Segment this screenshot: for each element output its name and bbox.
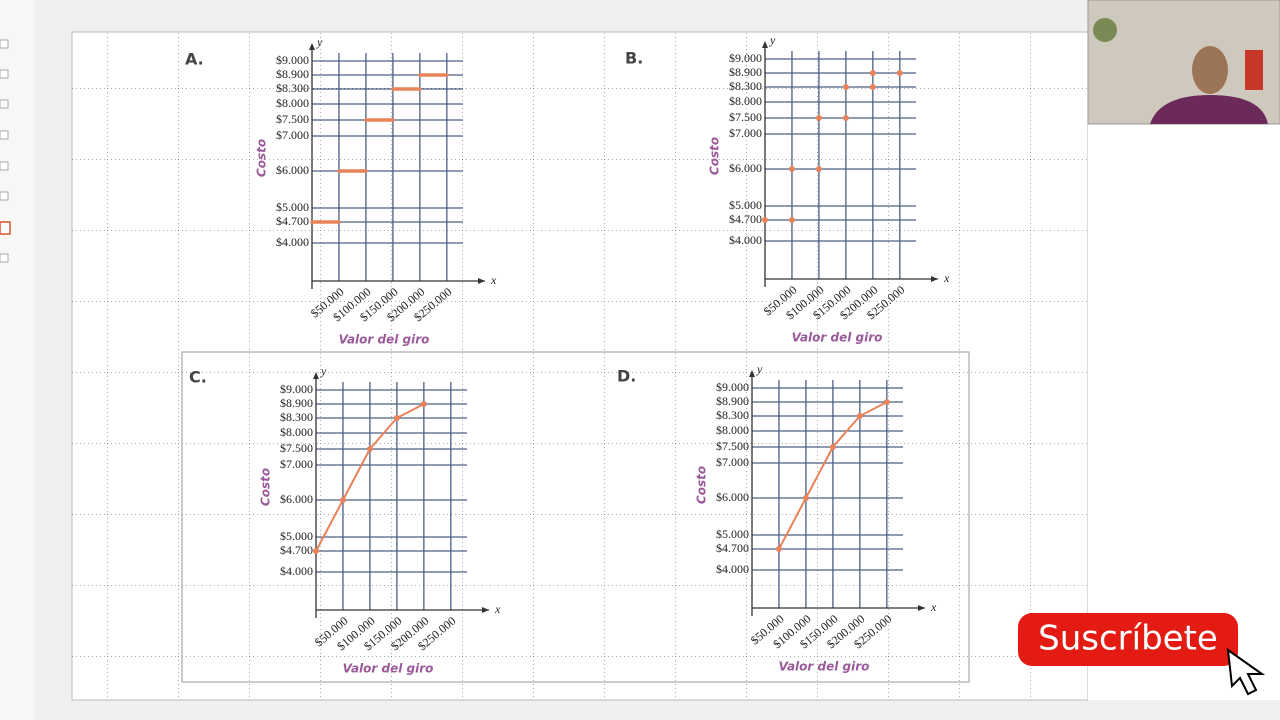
y-tick-label: $8.000 — [276, 96, 309, 110]
point — [842, 84, 849, 90]
panel-label: A. — [185, 50, 204, 69]
y-tick-label: $8.000 — [716, 423, 749, 437]
point — [788, 166, 795, 172]
panel-label: D. — [617, 367, 636, 386]
y-tick-label: $4.000 — [729, 233, 762, 247]
y-tick-label: $7.500 — [729, 110, 762, 124]
y-axis-name: y — [756, 362, 763, 376]
point — [869, 70, 876, 76]
y-tick-label: $7.000 — [280, 457, 313, 471]
x-axis-label: Valor del giro — [339, 333, 430, 347]
y-tick-label: $9.000 — [716, 380, 749, 394]
y-arrow — [309, 43, 315, 50]
x-axis-name: x — [943, 271, 950, 285]
y-tick-label: $7.000 — [716, 455, 749, 469]
x-axis-name: x — [494, 602, 501, 616]
y-tick-label: $4.700 — [276, 214, 309, 228]
point — [420, 401, 427, 407]
y-tick-label: $8.900 — [276, 67, 309, 81]
y-tick-label: $7.500 — [716, 439, 749, 453]
y-tick-label: $7.000 — [276, 128, 309, 142]
x-arrow — [931, 276, 938, 282]
y-axis-label: Costo — [259, 468, 273, 506]
y-tick-label: $8.300 — [280, 410, 313, 424]
y-tick-label: $8.300 — [276, 81, 309, 95]
webcam — [1087, 0, 1280, 125]
y-axis-name: y — [316, 35, 323, 49]
y-tick-label: $6.000 — [729, 161, 762, 175]
y-tick-label: $4.000 — [716, 562, 749, 576]
y-tick-label: $7.500 — [276, 112, 309, 126]
point — [366, 446, 373, 452]
y-tick-label: $4.700 — [729, 212, 762, 226]
x-arrow — [478, 278, 485, 284]
y-tick-label: $8.000 — [729, 94, 762, 108]
x-axis-label: Valor del giro — [779, 660, 870, 674]
x-axis-name: x — [490, 273, 497, 287]
subscribe-label[interactable]: Suscríbete — [1038, 619, 1218, 659]
y-axis-label: Costo — [255, 139, 269, 177]
point — [762, 217, 768, 223]
y-tick-label: $4.700 — [716, 541, 749, 555]
point — [775, 546, 782, 552]
y-tick-label: $4.000 — [280, 564, 313, 578]
y-arrow — [762, 41, 768, 48]
y-tick-label: $8.900 — [716, 394, 749, 408]
y-tick-label: $4.000 — [276, 235, 309, 249]
y-tick-label: $8.000 — [280, 425, 313, 439]
x-axis-label: Valor del giro — [343, 662, 434, 676]
y-tick-label: $8.300 — [729, 79, 762, 93]
point — [883, 399, 890, 405]
y-axis-name: y — [769, 33, 776, 47]
y-arrow — [313, 372, 319, 379]
y-tick-label: $4.700 — [280, 543, 313, 557]
point — [842, 115, 849, 121]
point — [339, 497, 346, 503]
x-axis-label: Valor del giro — [792, 331, 883, 345]
point — [313, 548, 319, 554]
thumbnails[interactable] — [0, 39, 11, 263]
point — [869, 84, 876, 90]
y-tick-label: $7.500 — [280, 441, 313, 455]
x-arrow — [918, 605, 925, 611]
point — [815, 166, 822, 172]
point — [815, 115, 822, 121]
selection-box[interactable] — [181, 351, 970, 683]
point — [896, 70, 903, 76]
subscribe-button[interactable]: Suscríbete — [1018, 613, 1266, 696]
panel-label: C. — [189, 368, 207, 387]
y-tick-label: $6.000 — [716, 490, 749, 504]
y-arrow — [749, 370, 755, 377]
point — [788, 217, 795, 223]
y-tick-label: $5.000 — [716, 527, 749, 541]
y-tick-label: $9.000 — [280, 382, 313, 396]
y-tick-label: $8.900 — [729, 65, 762, 79]
point — [856, 413, 863, 419]
y-axis-label: Costo — [708, 137, 722, 175]
slide-grid — [72, 32, 1088, 700]
y-tick-label: $5.000 — [276, 200, 309, 214]
panel-label: B. — [625, 49, 643, 68]
y-tick-label: $8.300 — [716, 408, 749, 422]
y-axis-label: Costo — [695, 466, 709, 504]
x-axis-name: x — [930, 600, 937, 614]
y-tick-label: $6.000 — [280, 492, 313, 506]
point — [393, 415, 400, 421]
thumbnail-pane — [0, 0, 34, 720]
y-tick-label: $7.000 — [729, 126, 762, 140]
y-tick-label: $9.000 — [276, 53, 309, 67]
y-axis-name: y — [320, 364, 327, 378]
point — [802, 495, 809, 501]
x-arrow — [482, 607, 489, 613]
y-tick-label: $5.000 — [280, 529, 313, 543]
slide-edge — [1088, 124, 1280, 700]
point — [829, 444, 836, 450]
y-tick-label: $9.000 — [729, 51, 762, 65]
y-tick-label: $5.000 — [729, 198, 762, 212]
y-tick-label: $8.900 — [280, 396, 313, 410]
y-tick-label: $6.000 — [276, 163, 309, 177]
